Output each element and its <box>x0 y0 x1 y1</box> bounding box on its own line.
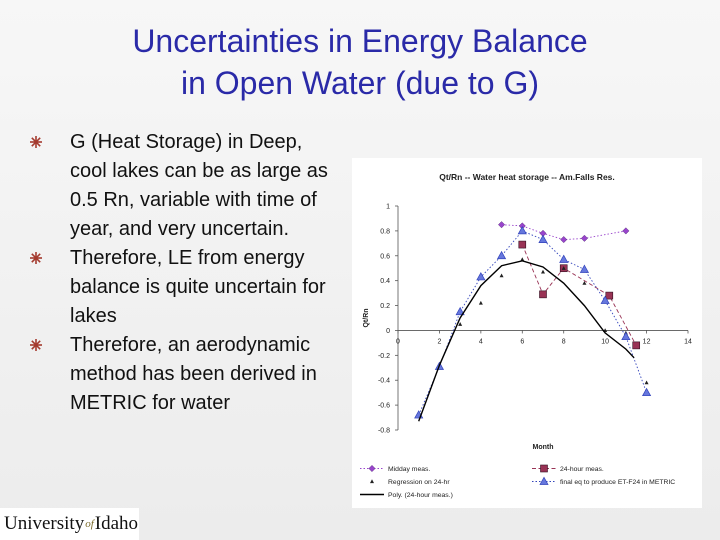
logo-part-of: of <box>85 518 94 530</box>
y-tick-label: -0.2 <box>378 353 390 360</box>
x-tick-label: 12 <box>643 338 651 345</box>
data-point-final-eq-to-produce-et-f24-in-metric <box>517 225 527 235</box>
legend-swatch-marker <box>540 464 548 473</box>
university-logo: University of Idaho <box>0 508 139 540</box>
x-tick-label: 0 <box>396 338 400 345</box>
bullet-item: G (Heat Storage) in Deep, cool lakes can… <box>30 128 330 244</box>
bullet-item: Therefore, LE from energy balance is qui… <box>30 244 330 331</box>
y-tick-label: -0.4 <box>378 378 390 385</box>
bullet-text: G (Heat Storage) in Deep, cool lakes can… <box>70 131 328 240</box>
slide-title: Uncertainties in Energy Balance in Open … <box>40 20 680 104</box>
data-point-24-hour-meas <box>605 291 614 300</box>
logo-part-university: University <box>4 513 85 534</box>
legend-label: final eq to produce ET-F24 in METRIC <box>560 479 675 486</box>
data-point-final-eq-to-produce-et-f24-in-metric <box>600 295 610 304</box>
x-tick-label: 8 <box>562 338 566 345</box>
y-tick-label: 0 <box>386 328 390 335</box>
data-point-final-eq-to-produce-et-f24-in-metric <box>579 264 590 273</box>
y-tick-label: 0.2 <box>380 303 390 310</box>
legend-swatch-marker <box>370 479 374 484</box>
series-line-midday-meas <box>501 224 626 241</box>
y-axis-label: Qt/Rn <box>363 308 370 327</box>
data-point-final-eq-to-produce-et-f24-in-metric <box>496 250 507 260</box>
x-axis-label: Month <box>533 444 554 451</box>
data-point-final-eq-to-produce-et-f24-in-metric <box>621 331 631 341</box>
data-point-24-hour-meas <box>518 240 527 249</box>
asterisk-bullet-icon <box>30 136 42 148</box>
legend-swatch-marker <box>539 476 549 485</box>
chart-title: Qt/Rn -- Water heat storage -- Am.Falls … <box>439 172 615 182</box>
data-point-final-eq-to-produce-et-f24-in-metric <box>476 272 486 281</box>
data-point-midday-meas <box>498 221 506 229</box>
data-point-regression-on-24-hr <box>561 266 566 270</box>
data-point-regression-on-24-hr <box>582 280 587 285</box>
y-tick-label: -0.6 <box>378 403 390 410</box>
series-line-poly-24-hour-meas <box>418 260 635 422</box>
data-point-midday-meas <box>622 227 630 235</box>
data-point-final-eq-to-produce-et-f24-in-metric <box>559 254 569 263</box>
title-line-1: Uncertainties in Energy Balance <box>132 23 588 59</box>
chart-panel: Qt/Rn -- Water heat storage -- Am.Falls … <box>352 158 702 508</box>
heat-storage-chart: Qt/Rn -- Water heat storage -- Am.Falls … <box>360 172 692 499</box>
title-line-2: in Open Water (due to G) <box>180 65 540 101</box>
legend-label: Regression on 24-hr <box>388 479 450 486</box>
asterisk-bullet-icon <box>30 339 42 351</box>
data-point-midday-meas <box>560 236 568 244</box>
asterisk-bullet-icon <box>30 252 42 264</box>
y-tick-label: -0.8 <box>378 428 390 435</box>
logo-part-idaho: Idaho <box>94 513 139 534</box>
y-tick-label: 0.8 <box>380 228 390 235</box>
bullet-text: Therefore, LE from energy balance is qui… <box>70 247 326 327</box>
y-tick-label: 1 <box>386 204 390 211</box>
legend-label: Midday meas. <box>388 466 430 473</box>
x-tick-label: 10 <box>601 338 609 345</box>
data-point-final-eq-to-produce-et-f24-in-metric <box>455 306 465 316</box>
legend-label: Poly. (24-hour meas.) <box>388 492 453 499</box>
data-point-final-eq-to-produce-et-f24-in-metric <box>538 234 548 243</box>
x-tick-label: 2 <box>437 338 441 345</box>
legend-label: 24-hour meas. <box>560 466 604 473</box>
bullet-item: Therefore, an aerodynamic method has bee… <box>30 331 330 418</box>
bullet-list: G (Heat Storage) in Deep, cool lakes can… <box>30 128 330 418</box>
data-point-regression-on-24-hr <box>541 269 545 274</box>
data-point-regression-on-24-hr <box>644 380 649 385</box>
series-line-final-eq-to-produce-et-f24-in-metric <box>418 230 648 416</box>
data-point-regression-on-24-hr <box>478 300 483 305</box>
data-point-regression-on-24-hr <box>458 322 463 326</box>
legend-swatch-marker <box>368 465 376 472</box>
bullet-text: Therefore, an aerodynamic method has bee… <box>70 334 317 414</box>
data-point-24-hour-meas <box>539 290 547 299</box>
x-tick-label: 6 <box>520 338 524 345</box>
data-point-regression-on-24-hr <box>520 257 525 262</box>
data-point-final-eq-to-produce-et-f24-in-metric <box>641 387 652 397</box>
x-tick-label: 14 <box>684 338 692 345</box>
data-point-regression-on-24-hr <box>499 273 504 278</box>
y-tick-label: 0.4 <box>380 278 390 285</box>
y-tick-label: 0.6 <box>380 253 390 260</box>
data-point-24-hour-meas <box>632 341 641 350</box>
x-tick-label: 4 <box>479 338 483 345</box>
data-point-midday-meas <box>580 234 588 242</box>
